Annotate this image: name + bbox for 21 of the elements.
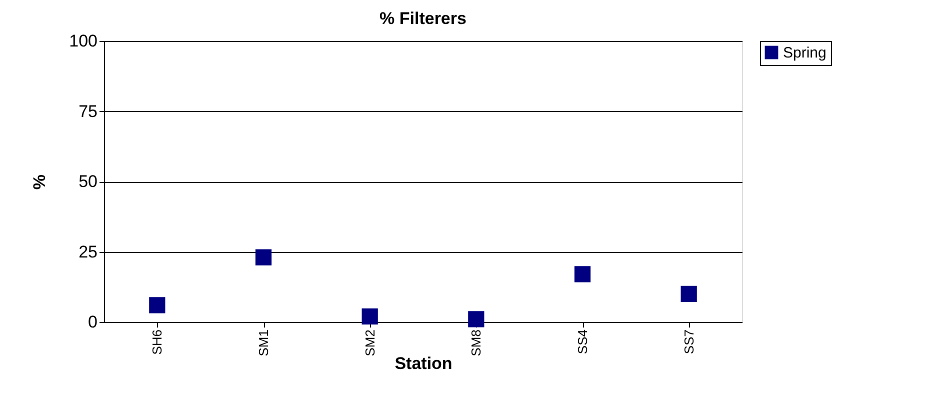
- point: [149, 297, 166, 314]
- point: [574, 266, 591, 282]
- legend-label: Spring: [783, 44, 826, 62]
- x-tick-label: SH6: [150, 330, 165, 355]
- y-tick-label: 25: [78, 242, 98, 262]
- x-tick-label: SS7: [681, 330, 696, 354]
- point: [255, 249, 272, 266]
- x-tick-label: SM8: [468, 330, 484, 356]
- y-tick-label: 0: [88, 312, 98, 332]
- point: [362, 308, 378, 324]
- point: [468, 311, 484, 328]
- x-axis-title: Station: [394, 354, 452, 374]
- x-tick-label: SM2: [362, 330, 378, 356]
- point: [680, 286, 697, 302]
- y-tick-label: 100: [69, 32, 98, 50]
- y-tick-label: 75: [78, 102, 98, 121]
- chart-title: % Filterers: [380, 9, 466, 28]
- y-axis-title: %: [30, 174, 50, 190]
- x-tick-label: SS4: [575, 330, 590, 354]
- y-tick-label: 50: [78, 172, 98, 191]
- x-tick-label: SM1: [256, 330, 271, 356]
